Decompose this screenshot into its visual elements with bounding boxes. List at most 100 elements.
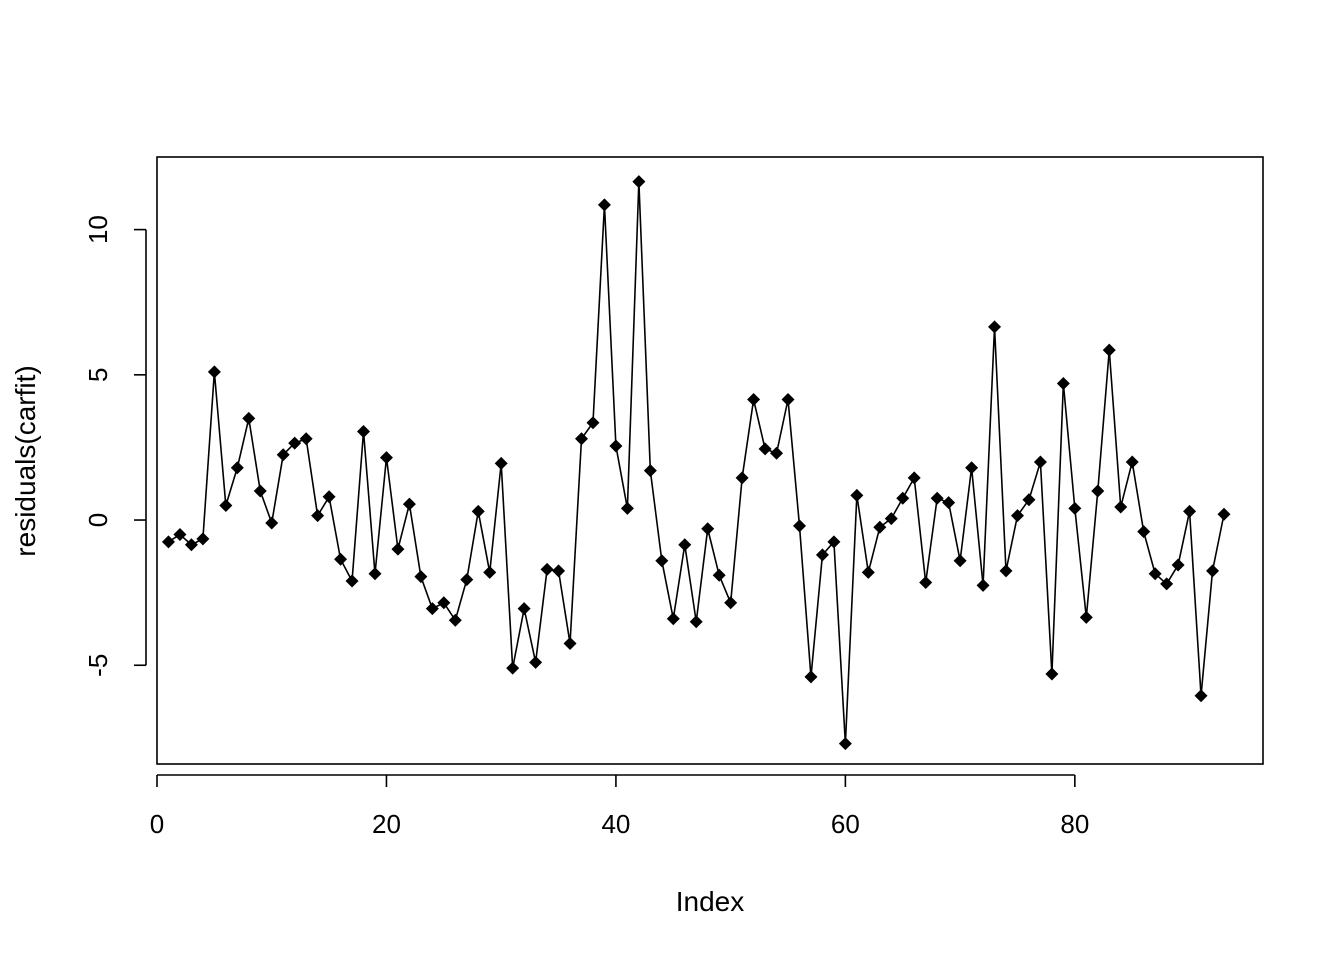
series-line-segment [683, 544, 698, 622]
data-point [919, 575, 933, 589]
series-line-segment [213, 371, 227, 506]
data-point [609, 439, 623, 453]
series-line-segment [328, 496, 342, 560]
data-point [207, 365, 221, 379]
y-tick-label: 10 [83, 215, 113, 244]
data-point [219, 499, 233, 513]
data-point [896, 491, 910, 505]
data-point [334, 552, 348, 566]
data-point [425, 602, 439, 616]
data-point [643, 464, 657, 478]
data-point [666, 612, 680, 626]
data-point [942, 496, 956, 510]
data-point [632, 175, 646, 189]
series-line-segment [202, 371, 216, 539]
series-line-segment [1062, 383, 1076, 509]
data-point [907, 471, 921, 485]
data-point [976, 578, 990, 592]
series-line-segment [775, 399, 789, 454]
data-point [517, 602, 531, 616]
series-line-segment [225, 467, 239, 506]
series-line-segment [833, 541, 847, 744]
series-line-segment [982, 326, 996, 586]
series-line-segment [362, 431, 376, 574]
series-line-segment [534, 569, 548, 663]
y-axis-title: residuals(carfit) [10, 365, 41, 556]
series-line-segment [970, 467, 984, 586]
series-line-segment [557, 570, 571, 644]
data-point [770, 446, 784, 460]
data-point [655, 554, 669, 568]
data-point [322, 490, 336, 504]
data-point [161, 535, 175, 549]
series-line-segment [798, 525, 812, 677]
series-line-segment [672, 544, 686, 619]
data-point [471, 504, 485, 518]
data-point [804, 670, 818, 684]
data-point [827, 535, 841, 549]
series-line-segment [259, 490, 273, 524]
series-line-segment [856, 495, 870, 573]
series-line-segment [408, 503, 422, 577]
series-line-segment [1051, 383, 1065, 674]
data-point [792, 519, 806, 533]
data-point [368, 567, 382, 581]
data-point [873, 520, 887, 534]
series-line-segment [661, 560, 675, 619]
x-axis-title: Index [676, 886, 745, 917]
data-point [1068, 501, 1082, 515]
data-point [575, 432, 589, 446]
series-line-segment [1177, 511, 1191, 566]
series-line-segment [649, 470, 663, 561]
data-point [953, 554, 967, 568]
series-line-segment [1005, 515, 1019, 572]
series-line-segment [787, 399, 801, 526]
series-line-segment [741, 399, 755, 479]
series-line-segment [247, 418, 262, 492]
data-point [288, 436, 302, 450]
data-point [414, 570, 428, 584]
series-line-segment [959, 467, 973, 561]
series-line-segment [810, 554, 824, 677]
series-line-segment [752, 399, 766, 450]
series-layer [161, 175, 1231, 751]
series-line-segment [1108, 350, 1122, 508]
data-point [253, 484, 267, 498]
data-point [242, 411, 256, 425]
series-line-segment [603, 204, 617, 447]
data-point [1091, 484, 1105, 498]
data-point [838, 737, 852, 751]
data-point [1217, 507, 1231, 521]
series-line-segment [947, 502, 961, 561]
data-point [781, 393, 795, 407]
series-line-segment [1200, 570, 1214, 696]
series-line-segment [706, 528, 720, 576]
data-point [1033, 455, 1047, 469]
x-axis: 0 20 40 60 80 [150, 774, 1089, 839]
data-point [1045, 667, 1059, 681]
series-line-segment [500, 463, 514, 669]
data-point [460, 573, 474, 587]
data-point [1183, 504, 1197, 518]
data-point [1171, 558, 1185, 572]
series-line-segment [1039, 461, 1053, 675]
series-line-segment [638, 181, 652, 471]
series-line-segment [477, 511, 491, 573]
series-line-segment [718, 574, 732, 604]
data-point [884, 512, 898, 526]
series-line-segment [1188, 511, 1202, 696]
series-line-segment [1142, 531, 1156, 574]
data-point [1137, 525, 1151, 539]
series-line-segment [454, 579, 468, 621]
series-line-segment [993, 326, 1007, 571]
data-point [563, 636, 577, 650]
data-point [345, 574, 359, 588]
data-point [999, 564, 1013, 578]
data-point [850, 488, 864, 502]
x-tick-label: 20 [372, 809, 401, 839]
data-point [529, 655, 543, 669]
x-tick-label: 60 [831, 809, 860, 839]
series-line-segment [615, 445, 629, 509]
data-point [391, 542, 405, 556]
data-point [620, 501, 634, 515]
